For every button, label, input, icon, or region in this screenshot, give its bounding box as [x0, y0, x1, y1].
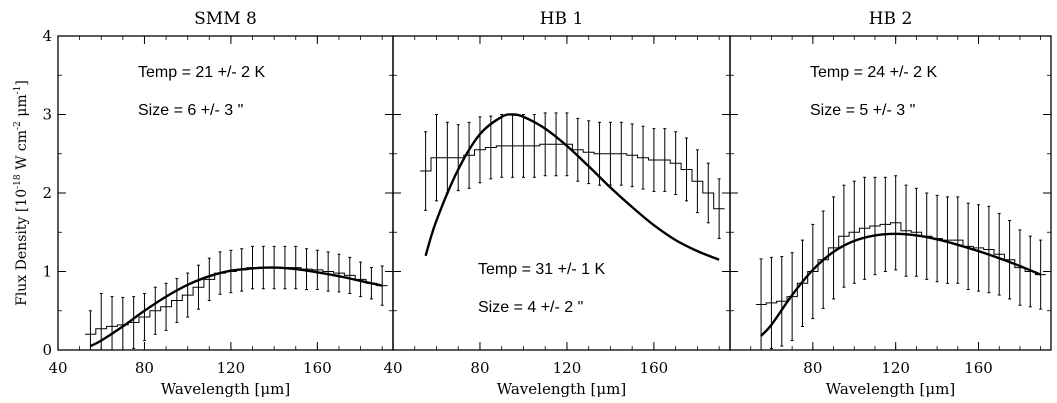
annotation: Size = 5 +/- 3 " — [810, 102, 915, 119]
x-axis-label: Wavelength [μm] — [161, 380, 290, 398]
fit-curve — [424, 113, 720, 261]
fit-curve — [760, 232, 1042, 337]
y-tick-label: 2 — [42, 184, 52, 202]
x-tick-label: 80 — [135, 359, 154, 377]
y-axis-label-mid: W cm — [14, 130, 30, 174]
x-tick-label: 120 — [881, 359, 910, 377]
panel-title: HB 2 — [869, 9, 913, 29]
x-tick-label: 80 — [470, 359, 489, 377]
panel-3: HB 2 80 120 160 Wavelength [μm] Temp = 24 +/-… — [729, 9, 1052, 398]
annotation: Temp = 24 +/- 2 K — [810, 64, 938, 81]
x-tick-label: 120 — [217, 359, 246, 377]
x-tick-label: 40 — [48, 359, 67, 377]
spectrum-histogram — [755, 222, 1046, 305]
spectrum-histogram — [420, 143, 725, 210]
x-tick-label: 80 — [803, 359, 822, 377]
y-tick-label: 0 — [42, 341, 52, 359]
y-axis-label-mu: μm — [14, 94, 30, 121]
panel-1: SMM 8 40 80 120 160 0 1 2 3 4 Wavelength [μm] Temp … — [42, 9, 394, 398]
annotation: Temp = 31 +/- 1 K — [478, 261, 606, 278]
y-axis-label-exp2: -2 — [13, 121, 23, 130]
x-tick-label: 160 — [303, 359, 332, 377]
x-tick-label: 160 — [640, 359, 669, 377]
annotation: Size = 4 +/- 2 " — [478, 299, 583, 316]
annotation: Temp = 21 +/- 2 K — [138, 64, 266, 81]
panel-2: HB 1 40 80 120 160 Wavelength [μm] Temp = 31 +… — [383, 9, 731, 398]
y-axis-label-exp3: -1 — [13, 86, 23, 95]
panel-frame — [729, 35, 1052, 351]
y-axis-label-exp1: -18 — [13, 174, 23, 189]
y-tick-label: 1 — [42, 263, 52, 281]
y-axis-label: Flux Density [10-18 W cm-2 μm-1] — [13, 80, 30, 306]
panels: SMM 8 40 80 120 160 0 1 2 3 4 Wavelength [μm] Temp … — [42, 9, 1052, 398]
y-axis-label-suffix: ] — [14, 80, 30, 85]
x-axis-label: Wavelength [μm] — [497, 380, 626, 398]
y-tick-label: 3 — [42, 106, 52, 124]
annotation: Size = 6 +/- 3 " — [138, 102, 243, 119]
x-tick-label: 120 — [553, 359, 582, 377]
x-tick-label: 160 — [964, 359, 993, 377]
x-tick-label: 40 — [383, 359, 402, 377]
fit-curve — [89, 266, 383, 348]
y-axis-label-prefix: Flux Density [10 — [14, 189, 30, 306]
panel-title: SMM 8 — [194, 9, 257, 29]
x-axis-label: Wavelength [μm] — [826, 380, 955, 398]
panel-frame — [57, 35, 394, 351]
panel-title: HB 1 — [540, 9, 584, 29]
y-tick-label: 4 — [42, 27, 52, 45]
